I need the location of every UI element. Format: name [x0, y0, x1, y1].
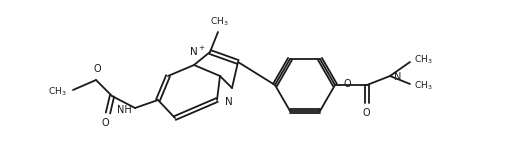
- Text: O: O: [101, 118, 109, 128]
- Text: NH: NH: [117, 105, 132, 115]
- Text: CH$_3$: CH$_3$: [414, 80, 433, 92]
- Text: CH$_3$: CH$_3$: [414, 54, 433, 66]
- Text: O: O: [344, 79, 352, 89]
- Text: CH$_3$: CH$_3$: [210, 15, 228, 28]
- Text: N: N: [394, 72, 401, 82]
- Text: O: O: [362, 108, 370, 118]
- Text: CH$_3$: CH$_3$: [48, 86, 67, 98]
- Text: N: N: [225, 97, 233, 107]
- Text: N$^+$: N$^+$: [190, 44, 206, 58]
- Text: O: O: [93, 64, 101, 74]
